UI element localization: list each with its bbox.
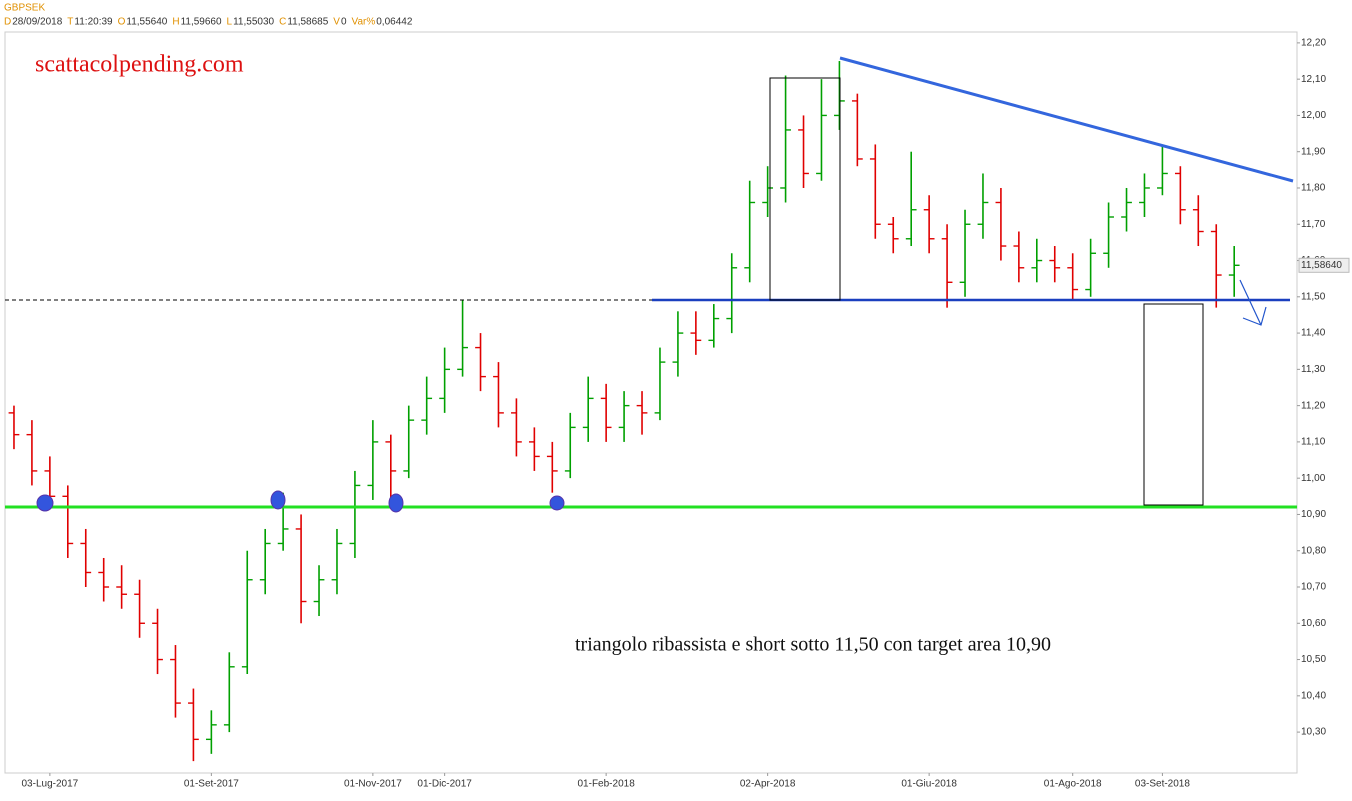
last-price-label: 11,58640 [1301,260,1342,271]
last-price-box [1298,257,1350,273]
header-key: O [118,17,126,28]
y-tick-label: 11,10 [1301,437,1326,448]
y-tick-label: 10,60 [1301,618,1326,629]
plot-frame [4,31,1298,774]
header-value: 11,58685 [287,17,328,28]
x-tick-label: 02-Apr-2018 [740,779,796,790]
touch-point [549,495,565,511]
y-tick-label: 10,50 [1301,654,1326,665]
pattern-box [769,77,841,301]
trendline [839,56,1294,183]
x-tick-label: 01-Giu-2018 [901,779,957,790]
x-tick-label: 01-Set-2017 [184,779,239,790]
y-tick-label: 10,30 [1301,727,1326,738]
arrow-shaft [1239,279,1262,326]
y-tick-label: 10,90 [1301,509,1326,520]
x-tick-label: 01-Nov-2017 [344,779,402,790]
y-tick-label: 11,90 [1301,146,1326,157]
header-value: 11,55030 [233,17,274,28]
arrow-head [1242,306,1267,326]
y-tick-label: 12,00 [1301,110,1326,121]
header-value: 0,06442 [376,17,413,28]
x-tick-label: 03-Set-2018 [1135,779,1190,790]
y-tick-label: 11,40 [1301,328,1326,339]
header-key: L [227,17,233,28]
chart-title: GBPSEK [4,3,45,14]
bars [8,61,1240,762]
y-tick-label: 10,40 [1301,690,1326,701]
y-tick-label: 11,00 [1301,473,1326,484]
y-tick-label: 11,70 [1301,219,1326,230]
y-tick-label: 11,30 [1301,364,1326,375]
touch-point [36,494,54,512]
header-key: H [172,17,179,28]
y-axis: 10,30 10,40 10,50 10,60 10,70 10,80 10,90 11,00… [1297,38,1350,738]
header-key: Var% [352,17,376,28]
x-tick-label: 01-Ago-2018 [1044,779,1102,790]
header: D 28/09/2018 T 11:20:39 O 11,55640 H 11,59660 L 1… [4,17,413,28]
watermark: scattacolpending.com [35,52,244,78]
y-tick-label: 12,20 [1301,38,1326,49]
header-key: C [279,17,286,28]
y-tick-label: 10,80 [1301,545,1326,556]
y-tick-label: 12,10 [1301,74,1326,85]
y-tick-label: 10,70 [1301,582,1326,593]
y-tick-label: 11,80 [1301,183,1326,194]
header-value: 11,59660 [181,17,222,28]
x-axis: 03-Lug-2017 01-Set-2017 01-Nov-2017 01-Dic-… [22,773,1190,790]
target-box [1143,303,1204,506]
header-value: 0 [341,17,347,28]
touch-point [270,490,286,510]
touch-point [388,493,404,513]
header-value: 11:20:39 [74,17,113,28]
arrow [1239,279,1267,326]
header-value: 28/09/2018 [12,17,62,28]
y-tick-label: 11,20 [1301,400,1326,411]
annotation: triangolo ribassista e short sotto 11,50… [575,634,1051,656]
x-tick-label: 01-Feb-2018 [578,779,636,790]
x-tick-label: 01-Dic-2017 [417,779,472,790]
header-key: V [333,17,340,28]
y-tick-label: 11,50 [1301,291,1326,302]
header-value: 11,55640 [126,17,167,28]
touch-points [36,490,565,513]
header-key: D [4,17,11,28]
header-key: T [67,17,73,28]
x-tick-label: 03-Lug-2017 [22,779,79,790]
